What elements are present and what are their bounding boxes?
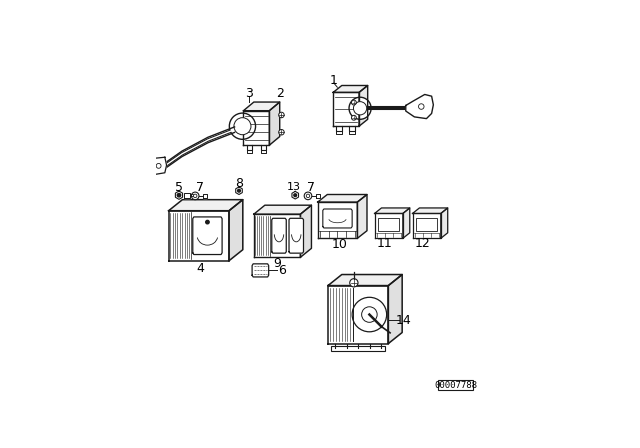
Text: 13: 13 — [287, 182, 301, 192]
Polygon shape — [413, 208, 448, 214]
Polygon shape — [333, 86, 367, 92]
Text: 12: 12 — [415, 237, 431, 250]
Circle shape — [193, 194, 197, 198]
Circle shape — [229, 113, 255, 139]
Polygon shape — [236, 187, 243, 194]
Circle shape — [278, 129, 284, 135]
Polygon shape — [333, 92, 359, 126]
Polygon shape — [403, 208, 410, 238]
Circle shape — [278, 112, 284, 118]
Text: 10: 10 — [332, 238, 348, 251]
Bar — [332, 346, 385, 351]
Circle shape — [349, 279, 358, 287]
Polygon shape — [243, 102, 280, 111]
Circle shape — [352, 297, 387, 332]
Polygon shape — [148, 157, 166, 174]
Bar — [416, 218, 437, 231]
Text: 7: 7 — [307, 181, 315, 194]
Circle shape — [234, 118, 251, 135]
Text: 9: 9 — [273, 257, 281, 270]
Circle shape — [362, 307, 377, 322]
Circle shape — [349, 97, 371, 119]
Text: 1: 1 — [330, 74, 338, 87]
Polygon shape — [316, 194, 320, 198]
Circle shape — [351, 115, 356, 120]
Circle shape — [307, 194, 310, 198]
Polygon shape — [247, 151, 252, 153]
Bar — [378, 218, 399, 231]
Circle shape — [304, 192, 312, 200]
Circle shape — [191, 192, 199, 200]
Bar — [438, 380, 473, 390]
Polygon shape — [374, 208, 410, 214]
Polygon shape — [243, 111, 269, 145]
Circle shape — [294, 194, 296, 197]
Polygon shape — [413, 214, 441, 238]
Polygon shape — [323, 209, 352, 228]
Text: 6: 6 — [278, 264, 285, 277]
Polygon shape — [260, 151, 266, 153]
Polygon shape — [328, 275, 402, 285]
Text: 5: 5 — [175, 181, 183, 194]
Polygon shape — [168, 211, 229, 261]
Polygon shape — [328, 285, 388, 344]
Polygon shape — [289, 218, 303, 253]
Polygon shape — [175, 191, 182, 199]
Polygon shape — [193, 217, 222, 254]
Polygon shape — [349, 131, 355, 134]
Polygon shape — [359, 86, 367, 126]
Polygon shape — [441, 208, 448, 238]
Text: 00007788: 00007788 — [434, 381, 477, 390]
Polygon shape — [388, 275, 402, 344]
Polygon shape — [300, 205, 312, 257]
Text: 7: 7 — [196, 181, 204, 194]
Polygon shape — [252, 264, 269, 277]
Circle shape — [353, 102, 367, 115]
Polygon shape — [254, 205, 312, 214]
Polygon shape — [317, 202, 357, 238]
Circle shape — [351, 100, 356, 105]
Text: 4: 4 — [196, 262, 204, 275]
Polygon shape — [374, 214, 403, 238]
Polygon shape — [336, 131, 342, 134]
Polygon shape — [317, 194, 367, 202]
Polygon shape — [229, 200, 243, 261]
Polygon shape — [406, 95, 433, 119]
Polygon shape — [203, 194, 207, 198]
Polygon shape — [184, 193, 190, 198]
Polygon shape — [269, 102, 280, 145]
Polygon shape — [254, 214, 300, 257]
Text: 11: 11 — [377, 237, 393, 250]
Polygon shape — [168, 200, 243, 211]
Circle shape — [156, 164, 161, 168]
Text: 2: 2 — [276, 86, 284, 99]
Text: 3: 3 — [245, 86, 253, 99]
Text: 14: 14 — [396, 314, 412, 327]
Polygon shape — [357, 194, 367, 238]
Polygon shape — [272, 218, 286, 253]
Circle shape — [419, 104, 424, 109]
Polygon shape — [292, 191, 298, 199]
Text: 8: 8 — [235, 177, 243, 190]
Circle shape — [237, 190, 241, 192]
Circle shape — [205, 220, 209, 224]
Circle shape — [177, 194, 180, 197]
